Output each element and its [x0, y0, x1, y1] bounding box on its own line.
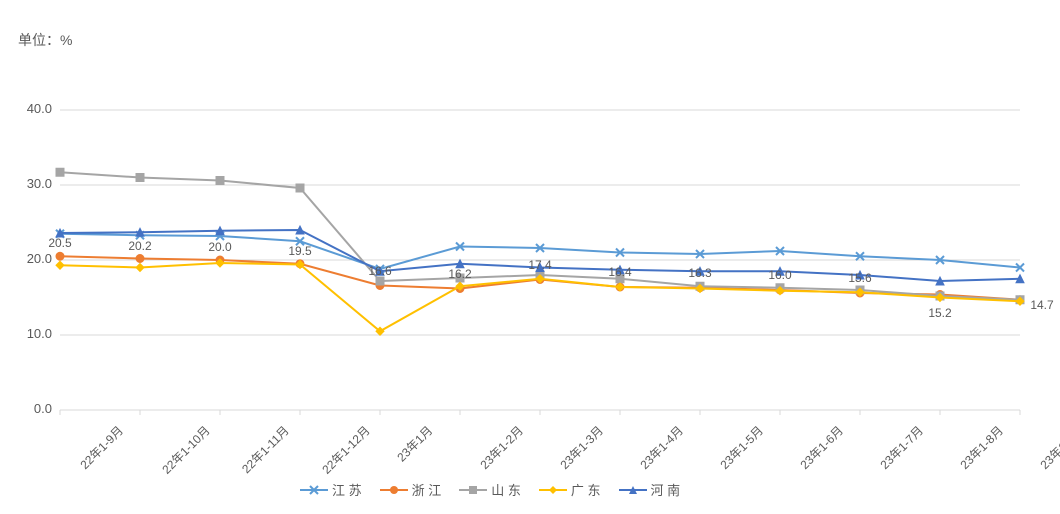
data-point-label: 16.4: [608, 265, 631, 279]
data-point-label: 17.4: [528, 258, 551, 272]
legend-label: 山 东: [491, 480, 521, 499]
legend-item-guangdong: 广 东: [539, 480, 601, 499]
y-tick-label: 20.0: [12, 251, 52, 266]
data-point-label: 20.5: [48, 236, 71, 250]
data-point-label: 16.2: [448, 267, 471, 281]
legend-label: 河 南: [651, 480, 681, 499]
legend-label: 广 东: [571, 480, 601, 499]
data-point-label: 19.5: [288, 244, 311, 258]
y-tick-label: 30.0: [12, 176, 52, 191]
y-tick-label: 10.0: [12, 326, 52, 341]
legend-item-henan: 河 南: [619, 480, 681, 499]
data-point-label: 16.6: [368, 264, 391, 278]
legend-label: 江 苏: [332, 480, 362, 499]
data-point-label: 16.3: [688, 266, 711, 280]
legend-item-zhejiang: 浙 江: [380, 480, 442, 499]
data-point-label: 20.2: [128, 239, 151, 253]
data-point-label: 16.0: [768, 268, 791, 282]
legend-label: 浙 江: [412, 480, 442, 499]
legend-swatch-icon: [300, 483, 328, 497]
legend-swatch-icon: [619, 483, 647, 497]
legend: 江 苏浙 江山 东广 东河 南: [300, 480, 680, 499]
legend-swatch-icon: [539, 483, 567, 497]
data-point-label: 15.6: [848, 271, 871, 285]
legend-item-jiangsu: 江 苏: [300, 480, 362, 499]
y-tick-label: 0.0: [12, 401, 52, 416]
legend-item-shandong: 山 东: [459, 480, 521, 499]
legend-swatch-icon: [380, 483, 408, 497]
line-chart: 单位：% 0.010.020.030.040.022年1-9月22年1-10月2…: [0, 0, 1060, 514]
legend-swatch-icon: [459, 483, 487, 497]
data-point-label: 15.2: [928, 306, 951, 320]
data-point-label: 20.0: [208, 240, 231, 254]
data-point-label: 14.7: [1030, 298, 1053, 312]
y-tick-label: 40.0: [12, 101, 52, 116]
